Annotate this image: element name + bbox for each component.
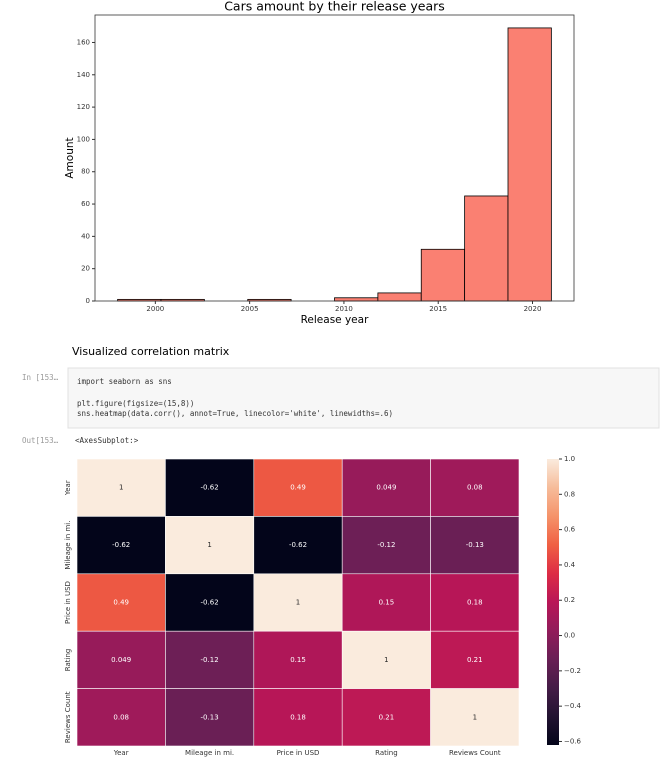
- cell-annotation: -0.62: [201, 599, 219, 607]
- x-axis-label: Release year: [301, 314, 369, 326]
- heatmap-cell: [165, 630, 255, 689]
- heatmap-cell: [341, 688, 431, 747]
- cell-annotation: 0.18: [290, 713, 306, 721]
- cell-annotation: 1: [119, 484, 123, 492]
- cell-annotation: -0.13: [201, 713, 219, 721]
- cell-annotation: -0.12: [201, 656, 219, 664]
- colorbar: [547, 459, 559, 745]
- bar: [507, 27, 552, 302]
- chart-title: Cars amount by their release years: [224, 0, 445, 14]
- cell-annotation: 0.18: [467, 599, 483, 607]
- heatmap-cell: [430, 573, 520, 632]
- heatmap-cell: [165, 573, 255, 632]
- heatmap-cell: [76, 573, 166, 632]
- heatmap-cell: [165, 516, 255, 575]
- x-tick-label: 2000: [146, 305, 164, 313]
- heatmap-cell: [341, 458, 431, 517]
- heatmap-cell: [253, 458, 343, 517]
- y-tick-label: Year: [64, 480, 72, 496]
- cell-annotation: 0.49: [290, 484, 306, 492]
- code-cell: [67, 367, 660, 429]
- y-tick-label: 80: [81, 168, 90, 176]
- x-tick-label: Mileage in mi.: [185, 749, 234, 757]
- colorbar-tick-label: 0.2: [564, 596, 575, 604]
- cell-annotation: -0.12: [377, 541, 395, 549]
- bar: [420, 248, 466, 302]
- bar: [377, 292, 422, 302]
- cell-annotation: -0.62: [289, 541, 307, 549]
- heatmap-cell: [430, 630, 520, 689]
- heatmap-cell: [165, 458, 255, 517]
- y-tick-label: 120: [77, 103, 90, 111]
- heatmap-cell: [341, 630, 431, 689]
- colorbar-tick-label: −0.4: [564, 702, 582, 710]
- cell-annotation: 0.21: [379, 713, 395, 721]
- colorbar-tick-label: −0.2: [564, 667, 581, 675]
- y-tick-label: 140: [77, 71, 90, 79]
- bar: [464, 195, 509, 302]
- cell-annotation: -0.62: [112, 541, 130, 549]
- cell-annotation: 0.49: [113, 599, 129, 607]
- y-tick-label: 60: [81, 200, 90, 208]
- x-tick-label: Reviews Count: [449, 749, 501, 757]
- heatmap-cell: [341, 573, 431, 632]
- y-tick-label: Mileage in mi.: [64, 521, 72, 570]
- x-tick-label: 2010: [335, 305, 353, 313]
- heatmap-cell: [76, 630, 166, 689]
- x-tick-label: Year: [113, 749, 129, 757]
- code-line: plt.figure(figsize=(15,8)): [77, 399, 194, 408]
- cell-annotation: 1: [207, 541, 211, 549]
- y-tick-label: Price in USD: [64, 581, 72, 624]
- heatmap-cell: [430, 458, 520, 517]
- code-line: sns.heatmap(data.corr(), annot=True, lin…: [77, 409, 393, 418]
- cell-annotation: 1: [384, 656, 388, 664]
- y-axis-label: Amount: [64, 137, 76, 178]
- x-tick-label: Rating: [375, 749, 398, 757]
- heatmap-cell: [253, 573, 343, 632]
- cell-annotation: 0.15: [290, 656, 306, 664]
- out-prompt: Out[153…: [22, 436, 59, 445]
- x-tick-label: 2015: [429, 305, 447, 313]
- in-prompt: In [153…: [22, 373, 59, 382]
- y-tick-label: 0: [86, 297, 90, 305]
- output-text: <AxesSubplot:>: [75, 436, 139, 445]
- colorbar-tick-label: 1.0: [564, 455, 575, 463]
- axes-frame: [94, 14, 575, 302]
- x-tick-label: 2005: [241, 305, 259, 313]
- cell-annotation: 0.08: [113, 713, 129, 721]
- cell-annotation: -0.62: [201, 484, 219, 492]
- code-line: import seaborn as sns: [77, 377, 172, 386]
- cell-annotation: -0.13: [466, 541, 484, 549]
- x-tick-label: 2020: [524, 305, 542, 313]
- bar: [334, 297, 379, 302]
- cell-annotation: 0.15: [379, 599, 395, 607]
- cell-annotation: 1: [296, 599, 300, 607]
- y-tick-label: 100: [77, 135, 90, 143]
- heading: Visualized correlation matrix: [72, 345, 230, 358]
- cell-annotation: 0.08: [467, 484, 483, 492]
- y-tick-label: 160: [77, 38, 90, 46]
- colorbar-tick-label: −0.6: [564, 737, 582, 745]
- heatmap-cell: [253, 516, 343, 575]
- cell-annotation: 0.049: [376, 484, 396, 492]
- colorbar-tick-label: 0.6: [564, 526, 576, 534]
- y-tick-label: Rating: [64, 649, 72, 672]
- heatmap-cell: [76, 688, 166, 747]
- y-tick-label: Reviews Count: [64, 691, 72, 743]
- cell-annotation: 1: [473, 713, 477, 721]
- cell-annotation: 0.21: [467, 656, 483, 664]
- y-tick-label: 20: [81, 265, 90, 273]
- colorbar-tick-label: 0.8: [564, 490, 575, 498]
- heatmap-cell: [253, 630, 343, 689]
- colorbar-tick-label: 0.4: [564, 561, 576, 569]
- cell-annotation: 0.049: [111, 656, 131, 664]
- x-tick-label: Price in USD: [277, 749, 320, 757]
- y-tick-label: 40: [81, 232, 90, 240]
- colorbar-tick-label: 0.0: [564, 632, 575, 640]
- heatmap-cell: [430, 688, 520, 747]
- heatmap-cell: [430, 516, 520, 575]
- heatmap-cell: [341, 516, 431, 575]
